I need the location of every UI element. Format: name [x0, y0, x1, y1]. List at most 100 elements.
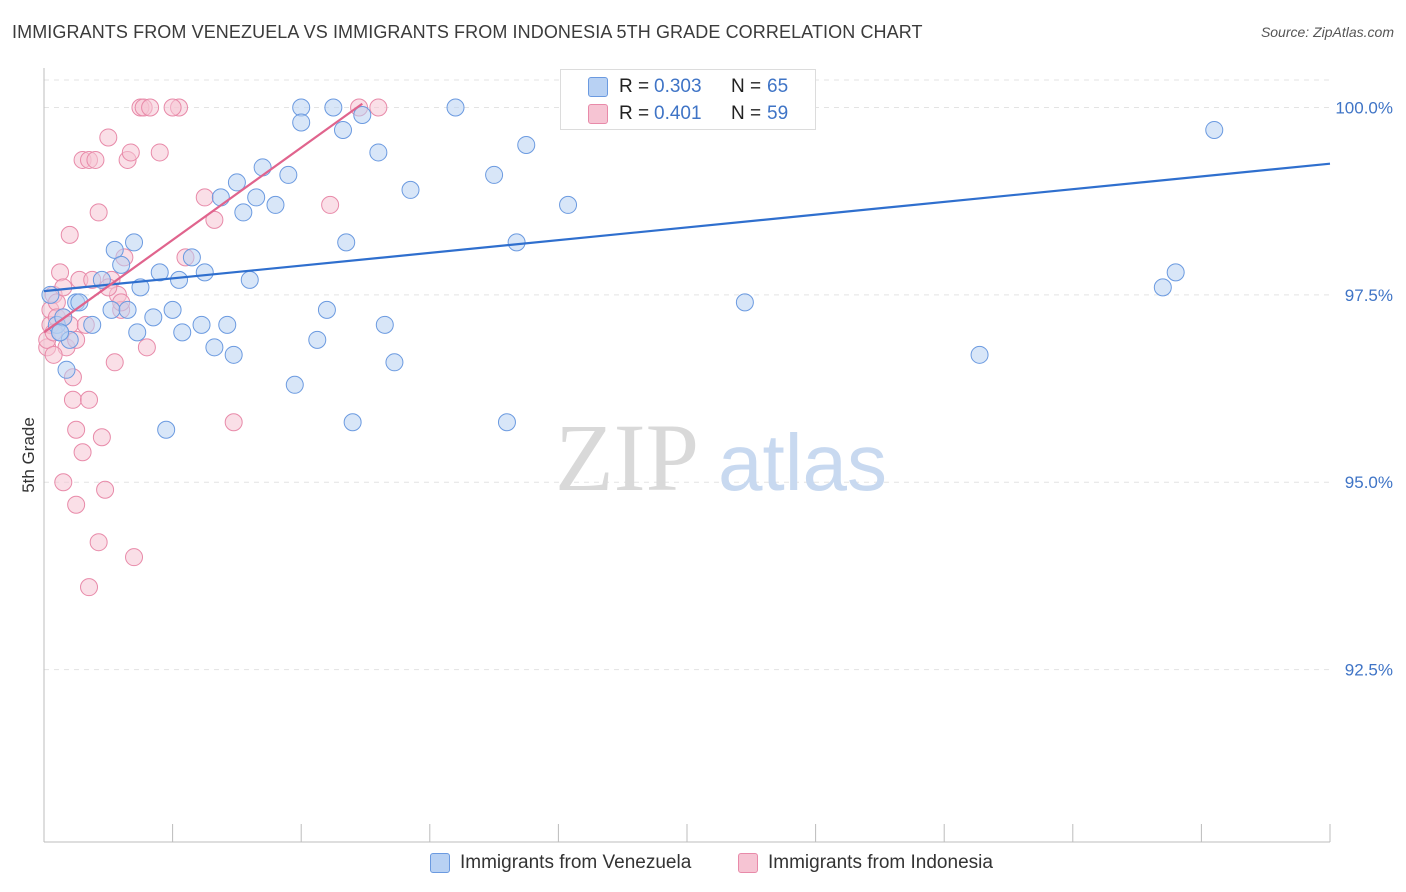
data-point-pink	[67, 495, 86, 514]
data-point-pink	[92, 428, 111, 447]
y-tick-label: 92.5%	[1345, 661, 1393, 680]
r-label: R =	[619, 76, 650, 97]
data-point-pink	[195, 188, 214, 207]
data-point-blue	[144, 308, 163, 327]
data-point-blue	[285, 375, 304, 394]
data-point-blue	[279, 165, 298, 184]
data-point-pink	[44, 345, 63, 364]
data-point-blue	[292, 98, 311, 117]
data-point-blue	[128, 323, 147, 342]
data-point-blue	[157, 420, 176, 439]
data-point-blue	[253, 158, 272, 177]
data-point-pink	[63, 390, 82, 409]
data-point-blue	[112, 255, 131, 274]
n-label: N =	[731, 76, 762, 97]
legend-swatch-indonesia	[738, 853, 758, 873]
data-point-blue	[324, 98, 343, 117]
data-point-pink	[150, 143, 169, 162]
data-point-blue	[125, 233, 144, 252]
data-point-blue	[70, 293, 89, 312]
data-point-blue	[317, 300, 336, 319]
data-point-pink	[89, 533, 108, 552]
data-point-blue	[1153, 278, 1172, 297]
data-point-pink	[163, 98, 182, 117]
chart-title: IMMIGRANTS FROM VENEZUELA VS IMMIGRANTS …	[12, 22, 923, 42]
scatter-plot: ZIP atlas 100.0%97.5%95.0%92.5% 0.0%40.0…	[19, 68, 1393, 843]
axes	[43, 68, 1331, 843]
watermark-zip: ZIP	[555, 404, 699, 511]
data-point-blue	[485, 165, 504, 184]
data-point-blue	[131, 278, 150, 297]
stats-legend: R = 0.303 N = 65 R = 0.401 N = 59	[560, 69, 816, 130]
data-point-blue	[308, 330, 327, 349]
data-point-blue	[150, 263, 169, 282]
data-point-blue	[507, 233, 526, 252]
data-point-blue	[205, 338, 224, 357]
data-point-blue	[353, 105, 372, 124]
data-point-pink	[80, 390, 99, 409]
legend-label-indonesia: Immigrants from Indonesia	[768, 852, 993, 873]
data-point-blue	[224, 345, 243, 364]
r-value: 0.303	[654, 76, 702, 97]
data-point-blue	[240, 270, 259, 289]
y-tick-label: 100.0%	[1335, 98, 1393, 117]
n-value: 65	[767, 76, 789, 97]
legend-label-venezuela: Immigrants from Venezuela	[460, 852, 692, 873]
data-point-blue	[735, 293, 754, 312]
legend-swatch-venezuela	[430, 853, 450, 873]
data-point-pink	[54, 473, 73, 492]
data-point-pink	[321, 195, 340, 214]
n-label: N =	[731, 103, 762, 124]
data-point-blue	[192, 315, 211, 334]
legend-item-indonesia[interactable]: Immigrants from Indonesia	[738, 852, 993, 874]
data-point-blue	[375, 315, 394, 334]
watermark: ZIP atlas	[555, 404, 887, 511]
data-point-pink	[60, 225, 79, 244]
series-venezuela-points	[41, 98, 1224, 439]
data-point-blue	[170, 270, 189, 289]
data-point-pink	[137, 338, 156, 357]
bottom-legend: Immigrants from Venezuela Immigrants fro…	[0, 850, 1406, 880]
data-point-blue	[51, 323, 70, 342]
data-point-blue	[57, 360, 76, 379]
data-point-pink	[141, 98, 160, 117]
data-point-blue	[517, 135, 536, 154]
data-point-pink	[125, 548, 144, 567]
data-point-blue	[1166, 263, 1185, 282]
stats-row-venezuela: R = 0.303 N = 65	[561, 74, 817, 100]
trend-line-blue	[43, 162, 1331, 293]
gridlines	[44, 79, 1330, 671]
data-point-blue	[385, 353, 404, 372]
y-axis-label: 5th Grade	[19, 417, 38, 493]
data-point-pink	[369, 98, 388, 117]
watermark-atlas: atlas	[718, 418, 887, 507]
data-point-blue	[446, 98, 465, 117]
data-point-blue	[218, 315, 237, 334]
data-point-blue	[173, 323, 192, 342]
source-credit: Source: ZipAtlas.com	[1260, 24, 1394, 40]
data-point-blue	[266, 195, 285, 214]
r-value: 0.401	[654, 103, 702, 124]
data-point-blue	[369, 143, 388, 162]
data-point-blue	[182, 248, 201, 267]
data-point-blue	[247, 188, 266, 207]
stats-swatch-indonesia	[588, 104, 608, 124]
data-point-blue	[292, 113, 311, 132]
y-tick-label: 95.0%	[1345, 473, 1393, 492]
y-tick-label: 97.5%	[1345, 286, 1393, 305]
y-tick-labels: 100.0% 97.5% 95.0% 92.5%	[1335, 98, 1393, 679]
data-point-blue	[227, 173, 246, 192]
data-point-blue	[337, 233, 356, 252]
data-point-pink	[105, 353, 124, 372]
data-point-blue	[211, 188, 230, 207]
data-point-pink	[80, 578, 99, 597]
data-point-pink	[89, 203, 108, 222]
legend-item-venezuela[interactable]: Immigrants from Venezuela	[430, 852, 691, 874]
data-point-pink	[51, 263, 70, 282]
data-point-pink	[86, 150, 105, 169]
data-point-blue	[234, 203, 253, 222]
data-point-blue	[195, 263, 214, 282]
data-point-blue	[105, 240, 124, 259]
data-point-pink	[67, 420, 86, 439]
data-point-blue	[163, 300, 182, 319]
